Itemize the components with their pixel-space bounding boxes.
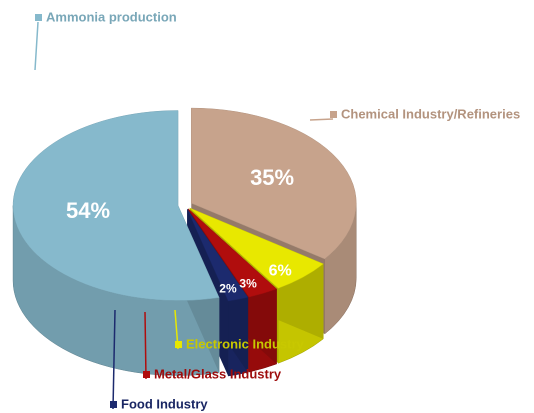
legend-label: Ammonia production — [46, 9, 177, 24]
legend-label: Metal/Glass Industry — [154, 366, 282, 381]
legend-swatch — [110, 401, 117, 408]
legend-swatch — [143, 371, 150, 378]
value-label: 6% — [269, 263, 292, 280]
value-label: 3% — [239, 277, 257, 291]
legend-label: Food Industry — [121, 396, 208, 411]
legend-label: Electronic Industry — [186, 336, 305, 351]
slice — [187, 208, 278, 298]
value-label: 35% — [250, 165, 294, 190]
leader-line — [309, 118, 334, 121]
slice — [189, 207, 324, 289]
value-label: 2% — [219, 281, 237, 295]
labels: 35% 6% 3%2% 54% — [66, 165, 294, 295]
legend-swatch — [330, 111, 337, 118]
legend-label: Chemical Industry/Refineries — [341, 106, 520, 121]
leader-line — [34, 21, 39, 71]
slice — [190, 107, 357, 260]
leader-line — [112, 309, 116, 410]
value-label: 54% — [66, 198, 110, 223]
slice — [186, 208, 249, 302]
legend-swatch — [175, 341, 182, 348]
slice — [12, 110, 220, 301]
legend-swatch — [35, 14, 42, 21]
leader-line — [144, 311, 147, 380]
tops — [12, 107, 357, 302]
